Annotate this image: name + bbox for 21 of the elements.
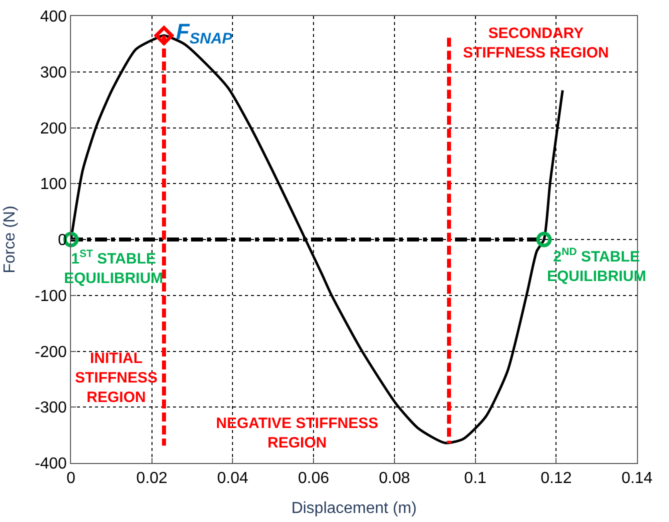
x-tick-label: 0.08 — [378, 470, 410, 488]
annotation: NEGATIVE STIFFNESS REGION — [216, 415, 378, 452]
y-tick-label: 400 — [40, 8, 67, 26]
y-tick-label: 100 — [40, 176, 67, 194]
x-tick-label: 0.04 — [217, 470, 248, 488]
x-tick-label: 0.1 — [464, 470, 487, 488]
y-tick-label: 200 — [40, 120, 67, 138]
x-tick-label: 0.06 — [298, 470, 330, 488]
annotation: SECONDARY STIFFNESS REGION — [463, 25, 609, 62]
x-tick-label: 0.12 — [540, 470, 572, 488]
x-tick-label: 0.14 — [621, 470, 653, 488]
y-tick-label: -200 — [34, 344, 67, 361]
y-tick-label: -300 — [34, 400, 67, 417]
y-tick-label: -400 — [34, 456, 67, 473]
y-axis-title: Force (N) — [2, 206, 19, 274]
x-tick-label: 0.02 — [136, 470, 168, 488]
y-tick-label: -100 — [34, 288, 67, 305]
annotation: F$_{SNAP}$ — [176, 19, 233, 48]
x-axis-title: Displacement (m) — [291, 500, 417, 517]
annotation: INITIAL STIFFNESS REGION — [75, 350, 158, 406]
y-tick-label: 300 — [40, 64, 67, 82]
